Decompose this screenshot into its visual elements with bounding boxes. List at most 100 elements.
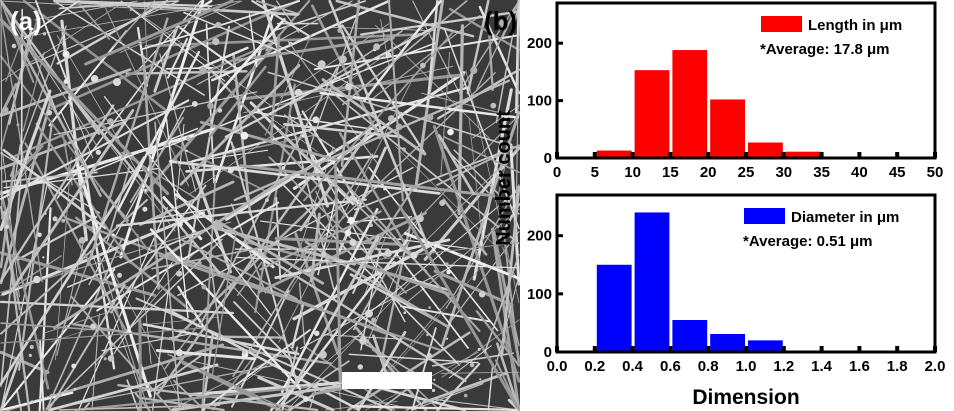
fiber (433, 269, 514, 307)
fiber (275, 360, 350, 411)
y-axis-label: Number count (493, 110, 515, 246)
particle (447, 128, 454, 136)
fiber (363, 0, 442, 102)
particle (199, 66, 207, 75)
legend-swatch (761, 16, 802, 32)
histogram-bar (785, 151, 821, 158)
average-annotation: *Average: 0.51 μm (743, 233, 873, 250)
particle (349, 195, 355, 201)
fiber (169, 356, 278, 411)
fiber (0, 179, 22, 387)
particle (95, 149, 101, 155)
particle (207, 102, 214, 110)
fiber (421, 92, 510, 116)
fiber (487, 363, 494, 411)
x-tick-label: 20 (700, 164, 717, 181)
fiber (515, 0, 520, 114)
fiber (283, 114, 336, 150)
fiber (22, 51, 45, 132)
x-tick-label: 0.6 (660, 358, 681, 375)
particle (42, 256, 45, 259)
fiber (119, 0, 243, 53)
particle (227, 285, 232, 290)
fiber (61, 132, 73, 186)
fiber (113, 261, 173, 354)
fiber (347, 331, 471, 411)
fiber (138, 318, 142, 411)
fiber (18, 120, 54, 371)
fiber (204, 64, 387, 259)
fiber (394, 251, 469, 349)
particle (387, 115, 395, 122)
fiber (352, 273, 386, 331)
fiber (0, 55, 150, 252)
particle (30, 400, 34, 404)
fiber (440, 51, 451, 176)
x-tick-label: 50 (927, 164, 944, 181)
fiber (411, 383, 484, 411)
x-tick-label: 1.0 (736, 358, 757, 375)
particle (445, 262, 449, 266)
fiber (321, 78, 427, 156)
fiber (177, 237, 298, 300)
particle (499, 19, 507, 27)
fiber (103, 95, 272, 317)
particle (191, 101, 198, 107)
particle (365, 309, 373, 318)
particle (477, 347, 481, 351)
fiber (35, 0, 69, 83)
fiber (319, 91, 520, 119)
fiber (0, 300, 235, 315)
fiber (0, 0, 35, 83)
fiber (348, 353, 479, 364)
fiber (398, 204, 520, 411)
particle (384, 249, 393, 257)
fiber (368, 166, 499, 332)
fiber (188, 379, 361, 397)
particle (463, 393, 468, 398)
y-tick-label: 200 (527, 35, 552, 52)
particle (90, 75, 99, 83)
x-tick-label: 0.2 (584, 358, 605, 375)
x-tick-label: 25 (738, 164, 755, 181)
particle (37, 232, 42, 238)
fiber (330, 91, 520, 244)
fiber (53, 0, 205, 96)
fiber (47, 283, 126, 411)
fiber (442, 198, 488, 256)
particle (242, 350, 247, 355)
fiber (0, 0, 98, 147)
fiber (139, 316, 219, 326)
fiber (35, 122, 132, 264)
fiber (303, 30, 455, 202)
fiber (48, 363, 219, 411)
particle (232, 146, 235, 149)
fiber (116, 50, 201, 212)
fiber (441, 319, 520, 378)
fiber (212, 264, 299, 356)
fiber (197, 0, 353, 85)
particle (431, 388, 436, 393)
fiber (326, 242, 520, 266)
particle (103, 357, 107, 361)
fiber (144, 32, 428, 48)
fiber (143, 46, 274, 194)
fiber (183, 11, 281, 52)
fiber (260, 220, 481, 251)
fiber (475, 310, 520, 367)
fiber (342, 0, 468, 106)
fiber (468, 119, 485, 255)
fiber (199, 120, 339, 162)
fiber (112, 0, 156, 48)
particle (42, 32, 47, 36)
particle (61, 218, 66, 223)
fiber (478, 5, 520, 95)
particle (4, 224, 10, 229)
fiber (222, 134, 316, 156)
fiber (56, 0, 169, 65)
particle (176, 270, 183, 277)
y-tick-label: 0 (544, 344, 552, 361)
fiber (314, 34, 520, 71)
particle (62, 50, 70, 58)
x-axis-label: Dimension (692, 386, 799, 409)
